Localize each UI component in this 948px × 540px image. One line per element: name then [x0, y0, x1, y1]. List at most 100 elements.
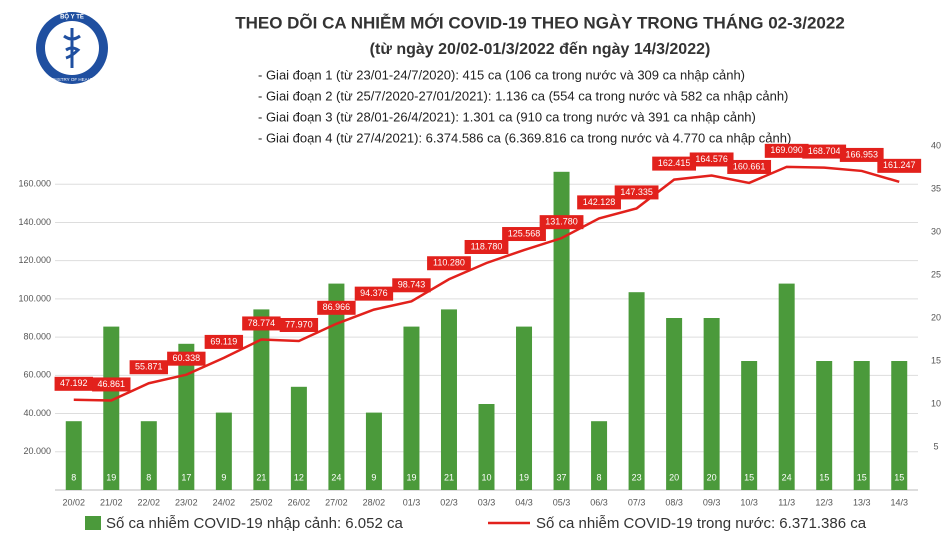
value-label-box [167, 351, 206, 366]
value-label-box [464, 239, 509, 254]
x-tick-label: 24/02 [213, 497, 236, 507]
legend-swatch [85, 516, 101, 530]
y2-tick-label: 10 [931, 398, 941, 408]
bar-label: 8 [597, 472, 602, 482]
y-tick-label: 120.000 [18, 255, 51, 265]
bar-label: 9 [221, 472, 226, 482]
y2-tick-label: 20 [931, 312, 941, 322]
chart-subtitle: (từ ngày 20/02-01/3/2022 đến ngày 14/3/2… [370, 41, 711, 58]
value-label-box [652, 156, 697, 171]
x-tick-label: 04/3 [515, 497, 533, 507]
x-tick-label: 20/02 [62, 497, 85, 507]
value-label: 98.743 [398, 280, 426, 290]
value-label: 78.774 [248, 318, 276, 328]
bar-label: 37 [557, 472, 567, 482]
x-tick-label: 01/3 [403, 497, 421, 507]
y2-tick-label: 40 [931, 140, 941, 150]
annotation: - Giai đoạn 4 (từ 27/4/2021): 6.374.586 … [258, 130, 791, 145]
value-label-box [54, 376, 93, 391]
value-label-box [279, 317, 319, 332]
bar-label: 15 [819, 472, 829, 482]
value-label: 60.338 [173, 353, 201, 363]
x-tick-label: 07/3 [628, 497, 646, 507]
value-label: 110.280 [433, 258, 465, 268]
value-label: 46.861 [98, 379, 126, 389]
annotation: - Giai đoạn 1 (từ 23/01-24/7/2020): 415 … [258, 67, 745, 82]
value-label-box [242, 316, 281, 331]
x-tick-label: 26/02 [288, 497, 311, 507]
value-label: 77.970 [285, 319, 313, 329]
bar [853, 361, 870, 490]
x-tick-label: 23/02 [175, 497, 198, 507]
bar [516, 326, 533, 490]
bar [65, 421, 82, 490]
bar [591, 421, 608, 490]
logo-top: BỘ Y TẾ [60, 13, 84, 21]
value-label: 142.128 [583, 197, 616, 207]
value-label: 161.247 [883, 160, 916, 170]
x-tick-label: 27/02 [325, 497, 348, 507]
bar [703, 318, 720, 490]
bar [365, 412, 382, 490]
logo-bottom: MINISTRY OF HEALTH [48, 77, 96, 82]
bar [440, 309, 457, 490]
y-tick-label: 100.000 [18, 293, 51, 303]
x-tick-label: 08/3 [665, 497, 683, 507]
value-label: 164.576 [695, 154, 728, 164]
value-label: 94.376 [360, 288, 388, 298]
value-label: 168.704 [808, 146, 841, 156]
value-label-box [577, 195, 621, 210]
x-tick-label: 21/02 [100, 497, 123, 507]
y2-tick-label: 15 [931, 355, 941, 365]
value-label-box [427, 256, 471, 271]
bar [741, 361, 758, 490]
value-label-box [204, 334, 244, 349]
y-tick-label: 160.000 [18, 179, 51, 189]
value-label: 55.871 [135, 362, 163, 372]
bar [290, 386, 307, 490]
value-label-box [317, 300, 356, 315]
bar-label: 20 [707, 472, 717, 482]
bar [253, 309, 270, 490]
legend-label: Số ca nhiễm COVID-19 nhập cảnh: 6.052 ca [106, 515, 404, 532]
logo-symbol [63, 28, 81, 68]
bar-label: 21 [256, 472, 266, 482]
value-label-box [802, 144, 847, 159]
y2-tick-label: 35 [931, 183, 941, 193]
bar-label: 19 [106, 472, 116, 482]
value-label-box [839, 147, 884, 162]
value-label-box [727, 159, 772, 174]
value-label-box [92, 377, 131, 392]
x-tick-label: 25/02 [250, 497, 273, 507]
logo: BỘ Y TẾ MINISTRY OF HEALTH [36, 12, 108, 84]
chart-title: THEO DÕI CA NHIỄM MỚI COVID-19 THEO NGÀY… [235, 12, 845, 32]
x-tick-label: 09/3 [703, 497, 721, 507]
x-tick-label: 10/3 [740, 497, 758, 507]
x-tick-label: 12/3 [815, 497, 833, 507]
bar-label: 8 [71, 472, 76, 482]
value-label-box [502, 227, 546, 242]
y2-tick-label: 5 [933, 441, 938, 451]
bar [778, 283, 795, 490]
value-label: 147.335 [620, 187, 653, 197]
value-label: 162.415 [658, 158, 691, 168]
value-label: 160.661 [733, 161, 766, 171]
bar-label: 24 [782, 472, 792, 482]
x-tick-label: 14/3 [890, 497, 908, 507]
annotation: - Giai đoạn 2 (từ 25/7/2020-27/01/2021):… [258, 88, 788, 103]
bar-label: 9 [371, 472, 376, 482]
x-tick-label: 28/02 [363, 497, 386, 507]
bar [478, 404, 495, 490]
value-label-box [877, 158, 922, 173]
y-tick-label: 40.000 [23, 408, 51, 418]
value-label: 169.090 [770, 145, 803, 155]
value-label-box [689, 152, 734, 167]
bar [178, 343, 195, 490]
bar-label: 17 [181, 472, 191, 482]
bar-label: 8 [146, 472, 151, 482]
y2-tick-label: 30 [931, 226, 941, 236]
bar-label: 20 [669, 472, 679, 482]
x-tick-label: 03/3 [478, 497, 496, 507]
bar [403, 326, 420, 490]
